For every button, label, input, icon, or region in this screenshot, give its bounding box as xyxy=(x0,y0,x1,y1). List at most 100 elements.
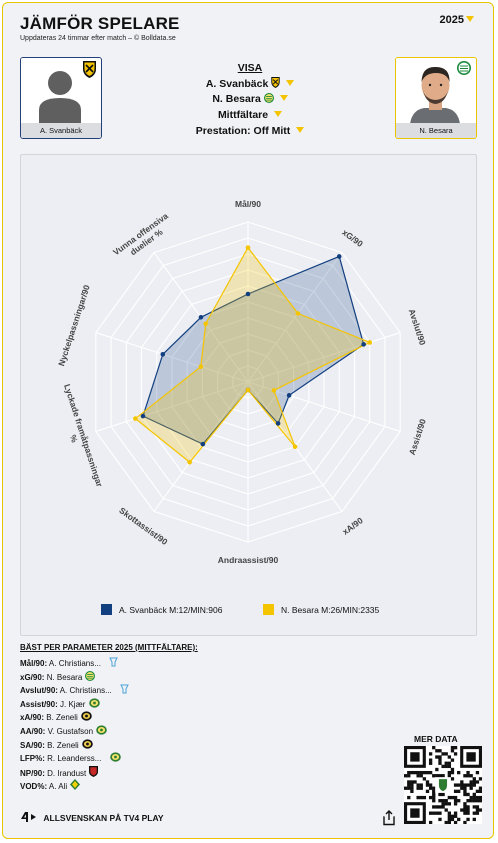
radar-data-point xyxy=(140,413,146,419)
footer-link[interactable]: ALLSVENSKAN PÅ TV4 PLAY xyxy=(20,812,164,823)
player1-select-label: A. Svanbäck xyxy=(205,78,269,90)
axis-label: xA/90 xyxy=(340,515,364,537)
radar-data-point xyxy=(133,416,138,421)
radar-data-point xyxy=(361,342,366,347)
axis-label-group: Skottassist/90 xyxy=(117,505,169,547)
radar-data-point xyxy=(160,352,166,357)
best-parameter-row[interactable]: Avslut/90: A. Christians... xyxy=(20,684,129,696)
aik-badge-icon xyxy=(83,61,96,78)
best-player-name: J. Kjær xyxy=(57,699,88,709)
qr-code-icon[interactable] xyxy=(404,746,482,824)
yellowgreen-club-badge-icon xyxy=(70,779,81,792)
parameter-label: xG/90: xyxy=(20,672,45,682)
best-player-name: D. Irandust xyxy=(44,768,89,778)
more-data-label: MER DATA xyxy=(414,734,458,744)
visa-heading: VISA xyxy=(237,62,263,74)
radar-axis-line xyxy=(247,252,343,383)
radar-axis-line xyxy=(247,332,401,383)
best-player-name: A. Ali xyxy=(47,782,70,792)
legend-label: A. Svanbäck M:12/MIN:906 xyxy=(119,605,223,615)
axis-label-group: xG/90 xyxy=(340,227,365,249)
green-club-badge-icon xyxy=(96,725,108,737)
performance-select[interactable]: Prestation: Off Mitt xyxy=(150,125,350,137)
hammarby-badge-icon xyxy=(457,61,471,75)
hammarby-club-badge-icon xyxy=(85,670,96,683)
parameter-label: SA/90: xyxy=(20,740,45,750)
best-player-name: B. Zeneli xyxy=(44,713,81,723)
best-parameter-row[interactable]: AA/90: V. Gustafson xyxy=(20,725,108,737)
player-card-right[interactable]: N. Besara xyxy=(395,57,477,139)
parameter-label: Assist/90: xyxy=(20,699,58,709)
year-selector[interactable]: 2025 xyxy=(440,14,474,26)
position-select[interactable]: Mittfältare xyxy=(150,109,350,121)
legend-swatch xyxy=(263,604,274,615)
best-player-name: A. Christians... xyxy=(47,659,104,668)
player2-select[interactable]: N. Besara xyxy=(150,93,350,105)
best-player-name: B. Zeneli xyxy=(44,740,81,750)
radar-data-point xyxy=(245,245,251,250)
best-player-name: V. Gustafson xyxy=(45,727,96,736)
parameter-label: VOD%: xyxy=(20,782,48,792)
vase-club-badge-icon xyxy=(109,657,118,669)
dropdown-arrow-icon xyxy=(274,111,283,117)
radar-data-point xyxy=(275,421,281,426)
axis-label: Skottassist/90 xyxy=(117,505,169,547)
green-club-badge-icon xyxy=(109,752,121,764)
red-club-badge-icon xyxy=(89,765,99,779)
legend-swatch xyxy=(101,604,112,615)
axis-label: Assist/90 xyxy=(407,417,428,456)
parameter-label: Mål/90: xyxy=(20,659,48,668)
radar-data-point xyxy=(271,388,277,393)
axis-label: Nyckelpassningar/90 xyxy=(56,283,92,367)
best-parameter-row[interactable]: xG/90: N. Besara xyxy=(20,670,96,683)
radar-data-point xyxy=(187,459,192,465)
best-parameter-row[interactable]: xA/90: B. Zeneli xyxy=(20,711,92,723)
parameter-label: AA/90: xyxy=(20,727,46,736)
player1-select[interactable]: A. Svanbäck xyxy=(150,77,350,90)
radar-data-point xyxy=(245,291,251,297)
share-icon[interactable] xyxy=(382,810,396,826)
best-per-parameter-title: BÄST PER PARAMETER 2025 (MITTFÄLTARE): xyxy=(20,643,198,652)
parameter-label: Avslut/90: xyxy=(20,686,58,696)
axis-label-group: xA/90 xyxy=(340,515,364,537)
radar-data-point xyxy=(367,340,373,345)
player-name-right: N. Besara xyxy=(396,123,476,138)
player2-select-label: N. Besara xyxy=(212,93,261,105)
axis-label: Mål/90 xyxy=(235,199,261,209)
parameter-label: NP/90: xyxy=(20,768,45,778)
best-parameter-row[interactable]: Assist/90: J. Kjær xyxy=(20,698,100,710)
best-parameter-row[interactable]: NP/90: D. Irandust xyxy=(20,765,99,779)
position-select-label: Mittfältare xyxy=(217,109,269,121)
axis-label: % xyxy=(68,433,80,444)
legend-label: N. Besara M:26/MIN:2335 xyxy=(281,605,380,615)
parameter-label: LFP%: xyxy=(20,754,45,764)
player-card-left[interactable]: A. Svanbäck xyxy=(20,57,102,139)
axis-label-group: Andraassist/90 xyxy=(218,555,279,565)
best-parameter-row[interactable]: SA/90: B. Zeneli xyxy=(20,738,93,751)
best-player-name: A. Christians... xyxy=(57,686,114,696)
axis-label-group: Avslut/90 xyxy=(407,308,428,347)
aik-badge-icon xyxy=(271,77,280,88)
radar-data-point xyxy=(336,254,342,259)
dropdown-arrow-icon xyxy=(466,16,474,22)
axis-label: Avslut/90 xyxy=(407,308,428,347)
best-parameter-row[interactable]: Mål/90: A. Christians... xyxy=(20,657,118,669)
best-parameter-row[interactable]: LFP%: R. Leanderss... xyxy=(20,752,121,764)
radar-data-point xyxy=(200,441,206,447)
best-parameter-row[interactable]: VOD%: A. Ali xyxy=(20,779,81,792)
black-club-badge-icon xyxy=(81,711,92,723)
performance-select-label: Prestation: Off Mitt xyxy=(195,125,291,137)
player-name-left: A. Svanbäck xyxy=(21,123,101,138)
axis-label-group: Lyckade framåtpassningar% xyxy=(62,383,105,489)
tv4-logo-icon xyxy=(21,812,36,822)
axis-label-group: Mål/90 xyxy=(235,199,261,209)
radar-data-point xyxy=(203,321,208,327)
player-silhouette-icon xyxy=(21,58,100,124)
axis-label-group: Assist/90 xyxy=(407,417,428,456)
radar-data-point xyxy=(292,444,298,450)
axis-label: xG/90 xyxy=(340,227,365,249)
radar-data-point xyxy=(198,314,204,320)
radar-data-point xyxy=(286,393,292,398)
footer-label: ALLSVENSKAN PÅ TV4 PLAY xyxy=(43,813,164,823)
